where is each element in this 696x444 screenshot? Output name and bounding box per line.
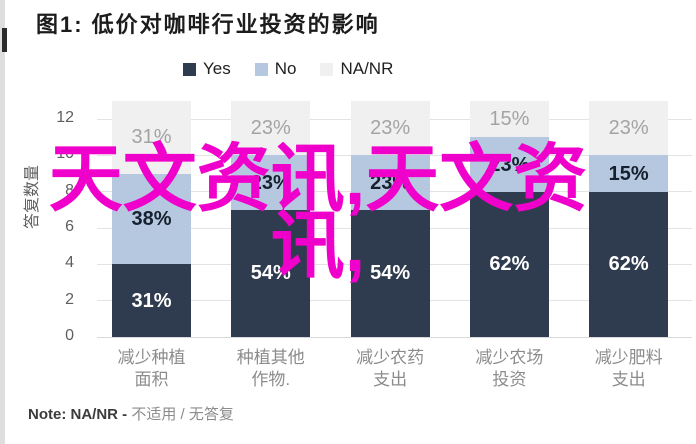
bar-value-label: 23%: [489, 153, 530, 176]
bar-value-label: 54%: [370, 262, 411, 285]
bar-segment-3-na-nr: [350, 101, 430, 156]
bar-value-label: 23%: [370, 117, 411, 140]
bar-value-label: 23%: [250, 171, 291, 194]
category-label-5: 减少肥料 支出: [594, 348, 663, 389]
note-body: 不适用 / 无答复: [131, 406, 234, 423]
bar-segment-1-na-nr: [112, 101, 191, 174]
bar-segment-1-no: [112, 173, 191, 265]
legend-label: NA/NR: [340, 59, 394, 78]
bar-value-label: 15%: [608, 162, 649, 185]
bar-value-label: 62%: [608, 253, 649, 276]
bar-segment-2-yes: [231, 209, 311, 337]
legend-swatch-yes: [183, 62, 196, 76]
bar-value-label: 54%: [250, 262, 291, 285]
y-tick-label-0: 0: [65, 327, 74, 344]
legend-item-yes: Yes: [183, 59, 231, 79]
bar-segment-4-yes: [469, 191, 549, 337]
screen-left-edge-mark: [2, 28, 7, 52]
bar-value-label: 23%: [250, 117, 291, 140]
bar-value-label: 31%: [131, 126, 172, 149]
bar-value-label: 38%: [131, 208, 172, 230]
legend-item-na-nr: NA/NR: [320, 59, 393, 79]
y-tick-label-4: 4: [65, 254, 74, 272]
chart-note: Note: NA/NR - 不适用 / 无答复: [28, 403, 234, 424]
bar-segment-5-yes: [589, 191, 669, 337]
bar-value-label: 23%: [608, 117, 649, 140]
chart-title: 图1: 低价对咖啡行业投资的影响: [36, 12, 380, 37]
bar-segment-2-na-nr: [231, 101, 311, 156]
legend-swatch-na-nr: [320, 62, 334, 76]
bar-value-label: 62%: [489, 253, 530, 276]
legend-swatch-no: [254, 62, 268, 76]
legend: Yes No NA/NR: [183, 59, 393, 79]
bar-segment-4-na-nr: [469, 101, 549, 138]
bar-segment-1-yes: [112, 264, 191, 337]
bar-segment-5-no: [589, 155, 669, 192]
bar-value-label: 23%: [370, 171, 411, 194]
legend-item-no: No: [254, 59, 297, 79]
screen-left-edge: [0, 0, 5, 444]
y-tick-label-12: 12: [56, 109, 74, 127]
legend-label: No: [274, 59, 297, 78]
legend-label: Yes: [203, 59, 231, 78]
category-label-3: 减少农药 支出: [356, 348, 425, 389]
y-tick-label-8: 8: [65, 181, 74, 199]
bar-segment-5-na-nr: [589, 101, 669, 156]
y-tick-label-6: 6: [65, 218, 74, 236]
y-tick-label-2: 2: [65, 290, 74, 308]
note-prefix: Note: NA/NR -: [28, 406, 132, 423]
bar-value-label: 31%: [131, 289, 172, 312]
y-tick-label-10: 10: [56, 145, 74, 163]
bar-segment-2-no: [231, 155, 311, 210]
y-axis-title: 答复数量: [24, 165, 41, 230]
bar-value-label: 15%: [489, 108, 530, 131]
category-label-1: 减少种植 面积: [117, 348, 186, 389]
bar-segment-3-yes: [350, 209, 430, 337]
category-label-4: 减少农场 投资: [475, 348, 544, 389]
category-label-2: 种植其他 作物.: [236, 348, 305, 389]
gridline-y-0: [97, 336, 692, 338]
bar-segment-3-no: [350, 155, 430, 210]
bar-segment-4-no: [469, 137, 549, 192]
